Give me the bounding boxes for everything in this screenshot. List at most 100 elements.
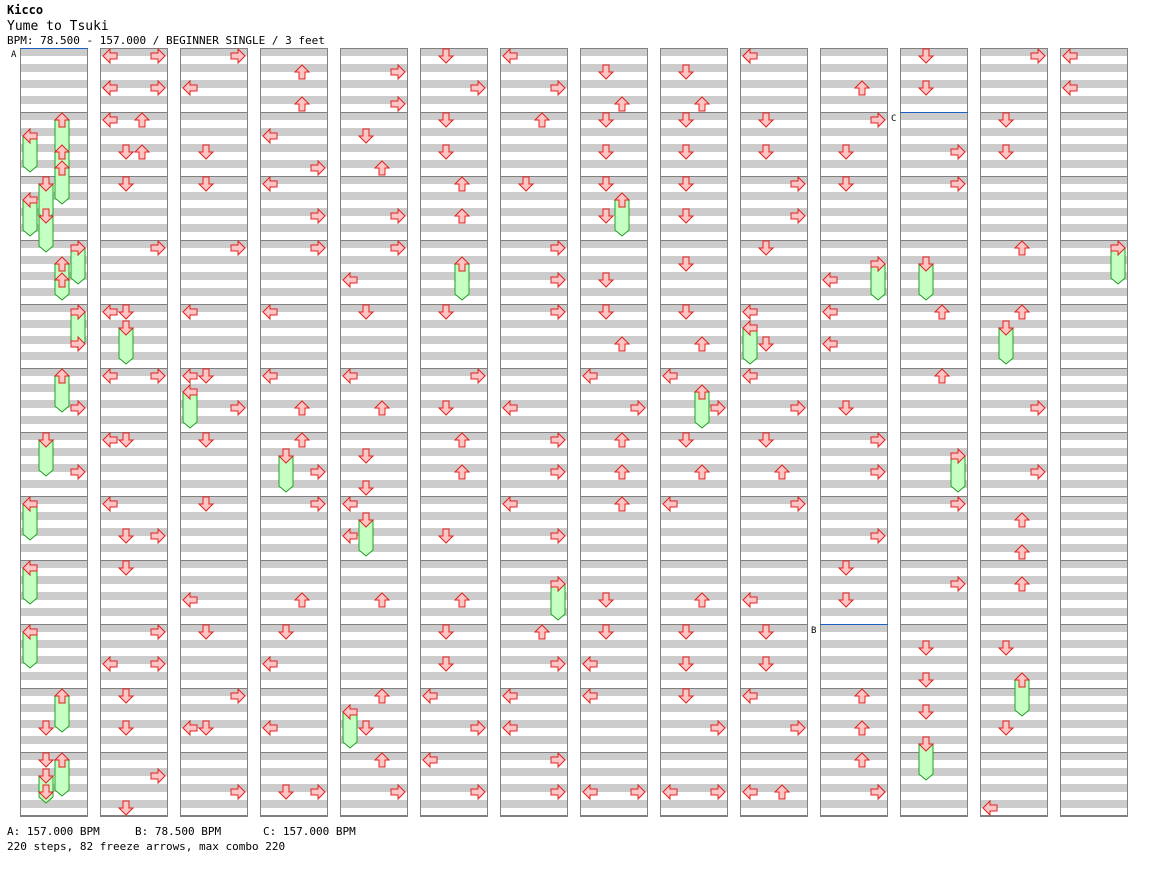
beat-stripe — [820, 128, 888, 136]
beat-stripe — [100, 752, 168, 760]
beat-stripe — [420, 800, 488, 808]
beat-stripe — [180, 288, 248, 296]
step-arrow-up — [1013, 512, 1031, 528]
step-arrow-right — [230, 687, 246, 705]
beat-stripe — [660, 544, 728, 552]
step-arrow-left — [262, 719, 278, 737]
beat-stripe — [980, 80, 1048, 88]
beat-stripe — [340, 400, 408, 408]
beat-stripe — [980, 256, 1048, 264]
step-arrow-up — [693, 464, 711, 480]
beat-stripe — [420, 80, 488, 88]
beat-stripe — [420, 288, 488, 296]
step-arrow-down — [197, 144, 215, 160]
beat-stripe — [180, 240, 248, 248]
beat-stripe — [260, 176, 328, 184]
beat-stripe — [1060, 464, 1128, 472]
beat-stripe — [820, 160, 888, 168]
beat-stripe — [260, 272, 328, 280]
beat-stripe — [20, 304, 88, 312]
beat-stripe — [980, 128, 1048, 136]
column-border — [500, 48, 568, 816]
step-arrow-left — [102, 111, 118, 129]
beat-stripe — [340, 528, 408, 536]
step-arrow-up — [373, 752, 391, 768]
beat-stripe — [180, 256, 248, 264]
beat-stripe — [980, 784, 1048, 792]
beat-stripe — [1060, 288, 1128, 296]
beat-stripe — [20, 624, 88, 632]
beat-stripe — [740, 544, 808, 552]
beat-stripe — [340, 384, 408, 392]
beat-stripe — [740, 640, 808, 648]
beat-stripe — [20, 432, 88, 440]
beat-stripe — [100, 800, 168, 808]
beat-stripe — [260, 624, 328, 632]
step-arrow-up — [133, 112, 151, 128]
step-arrow-up — [1013, 240, 1031, 256]
step-arrow-down — [757, 144, 775, 160]
beat-stripe — [740, 560, 808, 568]
step-arrow-down — [197, 624, 215, 640]
column-border — [1060, 48, 1128, 816]
beat-stripe — [420, 400, 488, 408]
beat-stripe — [740, 672, 808, 680]
beat-stripe — [900, 736, 968, 744]
step-arrow-right — [790, 495, 806, 513]
beat-stripe — [500, 112, 568, 120]
beat-stripe — [500, 464, 568, 472]
beat-stripe — [900, 336, 968, 344]
beat-stripe — [100, 432, 168, 440]
beat-stripe — [500, 384, 568, 392]
step-arrow-left — [342, 367, 358, 385]
beat-stripe — [180, 144, 248, 152]
beat-stripe — [980, 752, 1048, 760]
beat-stripe — [660, 480, 728, 488]
freeze-arrow-head — [453, 256, 471, 272]
beat-stripe — [500, 784, 568, 792]
beat-stripe — [660, 80, 728, 88]
beat-stripe — [820, 64, 888, 72]
beat-stripe — [340, 144, 408, 152]
beat-stripe — [980, 544, 1048, 552]
beat-stripe — [260, 128, 328, 136]
beat-stripe — [500, 160, 568, 168]
column-border — [100, 48, 168, 816]
beat-stripe — [500, 800, 568, 808]
beat-stripe — [900, 144, 968, 152]
beat-stripe — [1060, 768, 1128, 776]
step-arrow-down — [757, 656, 775, 672]
beat-stripe — [820, 432, 888, 440]
step-arrow-up — [453, 432, 471, 448]
beat-stripe — [660, 256, 728, 264]
beat-stripe — [1060, 112, 1128, 120]
step-arrow-right — [630, 783, 646, 801]
step-arrow-left — [1062, 79, 1078, 97]
beat-stripe — [980, 496, 1048, 504]
beat-stripe — [660, 48, 728, 56]
step-arrow-up — [613, 336, 631, 352]
beat-stripe — [500, 704, 568, 712]
beat-stripe — [1060, 496, 1128, 504]
step-arrow-left — [662, 495, 678, 513]
beat-stripe — [580, 208, 648, 216]
beat-stripe — [420, 624, 488, 632]
beat-stripe — [580, 464, 648, 472]
beat-stripe — [1060, 784, 1128, 792]
beat-stripe — [740, 48, 808, 56]
beat-stripe — [340, 736, 408, 744]
beat-stripe — [100, 336, 168, 344]
beat-stripe — [900, 560, 968, 568]
beat-stripe — [740, 752, 808, 760]
step-arrow-right — [230, 47, 246, 65]
step-arrow-down — [757, 112, 775, 128]
beat-stripe — [500, 768, 568, 776]
beat-stripe — [500, 192, 568, 200]
beat-stripe — [20, 144, 88, 152]
beat-stripe — [660, 128, 728, 136]
beat-stripe — [820, 624, 888, 632]
beat-stripe — [180, 576, 248, 584]
step-arrow-down — [597, 144, 615, 160]
step-arrow-left — [1062, 47, 1078, 65]
beat-stripe — [820, 560, 888, 568]
